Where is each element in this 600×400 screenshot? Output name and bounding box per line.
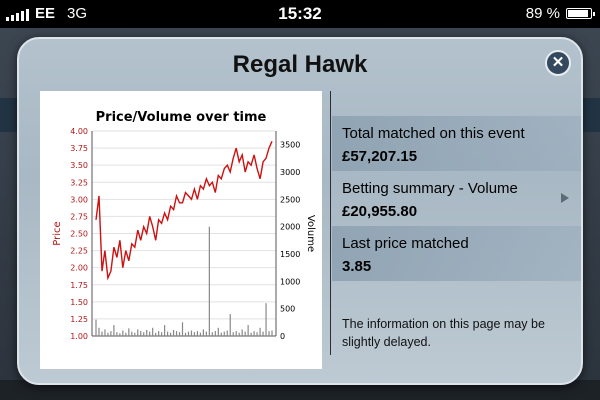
vertical-divider — [330, 91, 331, 355]
y-tick-label: 2.25 — [70, 247, 88, 256]
chart-svg: Price/Volume over time 1.00 1.25 1.50 1.75 2.… — [52, 110, 316, 341]
status-time: 15:32 — [278, 4, 322, 23]
y-tick-label: 1.25 — [70, 315, 88, 324]
y2-tick-label: 3500 — [280, 141, 300, 150]
y-tick-label: 3.50 — [70, 161, 88, 170]
total-matched-value: £57,207.15 — [342, 148, 418, 165]
modal-title: Regal Hawk — [232, 51, 368, 78]
y2-tick-label: 500 — [280, 305, 295, 314]
signal-icon — [6, 7, 29, 21]
status-bar: EE 3G 15:32 89 % — [0, 0, 600, 28]
status-right: 89 % — [525, 5, 595, 22]
y-tick-label: 4.00 — [70, 127, 88, 136]
close-icon[interactable]: ✕ — [545, 50, 571, 76]
carrier-name: EE — [35, 5, 56, 22]
background-tabbar — [0, 380, 600, 400]
battery-fill — [568, 10, 588, 17]
y-tick-label: 1.00 — [70, 332, 88, 341]
last-price-label: Last price matched — [342, 235, 469, 252]
price-volume-chart: Price/Volume over time 1.00 1.25 1.50 1.75 2.… — [40, 91, 322, 369]
y-tick-label: 2.75 — [70, 212, 88, 221]
chevron-right-icon[interactable] — [561, 193, 569, 203]
battery-icon — [566, 8, 595, 19]
y2-tick-label: 1000 — [280, 277, 300, 286]
betting-summary-label: Betting summary - Volume — [342, 180, 518, 197]
row-betting-summary[interactable]: Betting summary - Volume £20,955.80 — [332, 171, 581, 226]
total-matched-label: Total matched on this event — [342, 125, 525, 142]
delay-note: The information on this page may be slig… — [342, 317, 545, 349]
y-tick-label: 3.75 — [70, 144, 88, 153]
row-total-matched: Total matched on this event £57,207.15 — [332, 116, 581, 171]
battery-percent: 89 % — [525, 5, 560, 22]
market-info-modal: Regal Hawk ✕ Price/Volume over time 1.00 1… — [17, 37, 583, 385]
y-tick-label: 3.00 — [70, 195, 88, 204]
y2-tick-label: 0 — [280, 332, 285, 341]
price-line — [95, 141, 273, 281]
betting-summary-value: £20,955.80 — [342, 203, 418, 220]
last-price-value: 3.85 — [342, 258, 372, 275]
row-last-price: Last price matched 3.85 — [332, 226, 581, 281]
status-left: EE 3G — [6, 5, 87, 22]
info-panel: Total matched on this event £57,207.15 B… — [332, 116, 581, 281]
y-axis-label: Price — [52, 221, 63, 245]
chart-title: Price/Volume over time — [96, 110, 267, 125]
y-tick-label: 2.50 — [70, 230, 88, 239]
y2-tick-label: 3000 — [280, 168, 300, 177]
network-type: 3G — [67, 5, 88, 22]
y2-axis-label: Volume — [305, 215, 316, 252]
y-tick-label: 2.00 — [70, 264, 88, 273]
y-tick-label: 3.25 — [70, 178, 88, 187]
y2-tick-label: 1500 — [280, 250, 300, 259]
y2-tick-label: 2000 — [280, 223, 300, 232]
y2-tick-label: 2500 — [280, 195, 300, 204]
y-tick-label: 1.50 — [70, 298, 88, 307]
y-tick-label: 1.75 — [70, 281, 88, 290]
